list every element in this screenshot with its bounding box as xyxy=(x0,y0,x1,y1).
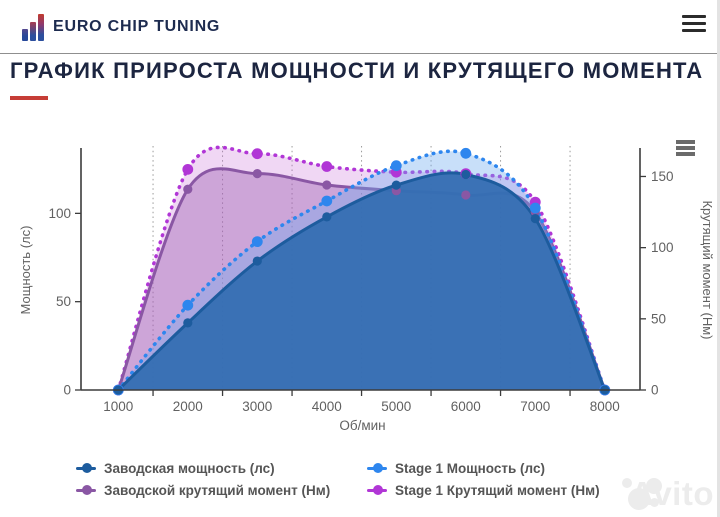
data-point xyxy=(460,147,472,159)
logo-bar xyxy=(30,21,36,41)
series-line xyxy=(117,171,607,391)
legend-label: Заводской крутящий момент (Нм) xyxy=(104,482,331,498)
legend-label: Заводская мощность (лс) xyxy=(104,460,275,476)
legend-label: Stage 1 Мощность (лс) xyxy=(395,460,545,476)
data-point xyxy=(252,169,262,179)
logo-bar xyxy=(22,28,28,41)
data-point xyxy=(529,202,541,214)
data-point xyxy=(390,160,402,172)
axis-label: 5000 xyxy=(381,399,411,414)
data-point xyxy=(251,236,263,248)
window-edge xyxy=(717,0,720,517)
legend-label: Stage 1 Крутящий момент (Нм) xyxy=(395,482,600,498)
plot-area xyxy=(116,145,607,391)
data-point xyxy=(322,180,332,190)
data-point xyxy=(461,169,471,180)
axis-label: 0 xyxy=(63,383,71,398)
brand-logo-icon[interactable] xyxy=(22,13,44,41)
y-axis-right-title: Крутящий момент (Нм) xyxy=(700,200,715,339)
series-area xyxy=(118,172,605,390)
data-point xyxy=(252,256,262,266)
chart-legend: Заводская мощность (лс) Заводской крутящи… xyxy=(76,457,600,501)
legend-item[interactable]: Stage 1 Мощность (лс) xyxy=(367,461,600,476)
axis-label: 7000 xyxy=(520,399,550,414)
data-point xyxy=(461,190,471,200)
axis-label: 4000 xyxy=(312,399,342,414)
data-point xyxy=(251,148,263,160)
axes xyxy=(75,148,646,396)
watermark-logo-circle xyxy=(622,478,632,488)
legend-item[interactable]: Stage 1 Крутящий момент (Нм) xyxy=(367,483,600,498)
chart-menu-icon[interactable] xyxy=(676,140,695,158)
axis-label: 3000 xyxy=(242,399,272,414)
axis-label: 2000 xyxy=(173,399,203,414)
legend-item[interactable]: Заводская мощность (лс) xyxy=(76,461,367,476)
legend-marker-icon xyxy=(367,463,387,473)
data-markers xyxy=(112,147,611,396)
brand-name: EURO CHIP TUNING xyxy=(53,17,221,35)
data-point xyxy=(530,214,540,224)
axis-label: 0 xyxy=(651,383,659,398)
data-point xyxy=(391,180,401,190)
watermark-logo-circle xyxy=(646,478,662,494)
page-title: ГРАФИК ПРИРОСТА МОЩНОСТИ И КРУТЯЩЕГО МОМ… xyxy=(10,58,704,83)
axis-label: 100 xyxy=(48,206,71,221)
axis-label: 50 xyxy=(56,294,71,309)
data-point xyxy=(321,161,333,172)
legend-marker-icon xyxy=(76,463,96,473)
watermark-logo-circle xyxy=(628,488,650,510)
axis-label: Об/мин xyxy=(339,418,385,433)
legend-marker-icon xyxy=(367,485,387,495)
app-header: EURO CHIP TUNING xyxy=(0,0,720,54)
data-point xyxy=(182,299,194,311)
axis-label: 8000 xyxy=(590,399,620,414)
data-point xyxy=(321,195,333,207)
axis-label: 50 xyxy=(651,311,666,326)
menu-hamburger-icon[interactable] xyxy=(682,15,706,36)
data-point xyxy=(183,184,193,194)
axis-label: 150 xyxy=(651,169,674,184)
watermark-logo-circle xyxy=(650,498,659,507)
axis-label: 100 xyxy=(651,240,674,255)
data-point xyxy=(182,163,194,175)
legend-marker-icon xyxy=(76,485,96,495)
data-point xyxy=(322,212,332,222)
data-point xyxy=(183,318,193,328)
axis-label: 1000 xyxy=(103,399,133,414)
title-accent-bar xyxy=(10,96,48,100)
logo-bar xyxy=(38,13,44,41)
axis-label: 6000 xyxy=(451,399,481,414)
legend-item[interactable]: Заводской крутящий момент (Нм) xyxy=(76,483,367,498)
y-axis-left-title: Мощность (лс) xyxy=(18,226,33,315)
